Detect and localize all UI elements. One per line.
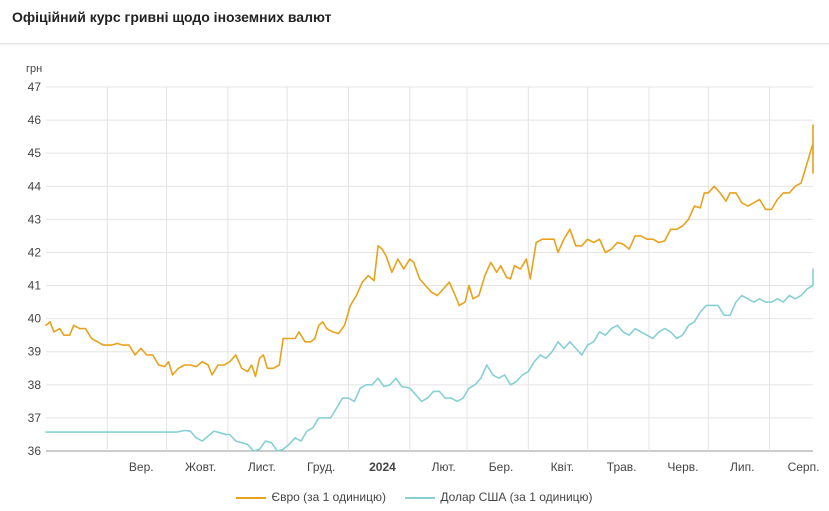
y-tick-label: 37 [28, 411, 42, 425]
legend-label-usd: Долар США (за 1 одиницю) [440, 489, 593, 504]
y-tick-label: 46 [28, 113, 42, 127]
y-tick-label: 40 [28, 312, 42, 326]
series-lines [45, 124, 814, 452]
chart-header: Офіційний курс гривні щодо іноземних вал… [0, 0, 829, 44]
chart-title: Офіційний курс гривні щодо іноземних вал… [12, 9, 332, 25]
y-tick-label: 43 [28, 212, 42, 226]
y-axis: 36 37 38 39 40 41 42 43 44 45 46 47 грн [26, 63, 42, 458]
legend-item-usd[interactable]: Долар США (за 1 одиницю) [405, 489, 593, 504]
y-tick-label: 47 [28, 80, 42, 94]
legend-label-eur: Євро (за 1 одиницю) [271, 489, 386, 504]
x-tick-label: Лип. [730, 460, 754, 474]
grid [46, 86, 813, 452]
x-tick-label: 2024 [369, 460, 396, 474]
y-tick-label: 45 [28, 146, 42, 160]
usd-series-line [45, 268, 814, 452]
y-tick-label: 44 [28, 179, 42, 193]
x-tick-label: Вер. [129, 460, 154, 474]
x-tick-label: Груд. [307, 460, 335, 474]
legend-swatch-eur [236, 496, 267, 499]
x-tick-label: Трав. [607, 460, 637, 474]
x-tick-label: Лист. [248, 460, 276, 474]
x-tick-label: Серп. [788, 460, 820, 474]
y-axis-unit: грн [26, 63, 42, 75]
legend: Євро (за 1 одиницю) Долар США (за 1 один… [0, 489, 829, 504]
x-tick-label: Черв. [667, 460, 698, 474]
legend-swatch-usd [405, 496, 436, 499]
y-tick-label: 38 [28, 378, 42, 392]
x-tick-label: Жовт. [185, 460, 216, 474]
x-tick-label: Лют. [432, 460, 456, 474]
eur-series-line [45, 124, 814, 378]
legend-item-eur[interactable]: Євро (за 1 одиницю) [236, 490, 386, 504]
y-tick-label: 41 [28, 279, 42, 293]
x-tick-label: Бер. [489, 460, 514, 474]
y-tick-label: 36 [28, 444, 42, 458]
x-axis: Вер. Жовт. Лист. Груд. 2024 Лют. Бер. Квіт. Трав… [129, 460, 820, 474]
x-tick-label: Квіт. [551, 460, 575, 474]
y-tick-label: 42 [28, 245, 42, 259]
y-tick-label: 39 [28, 345, 42, 359]
